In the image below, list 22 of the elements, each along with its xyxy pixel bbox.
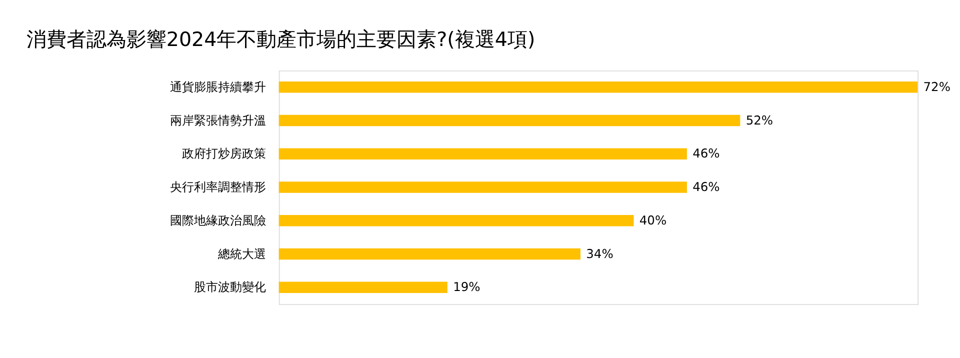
y-tick-label: 通貨膨脹持續攀升 xyxy=(170,80,266,94)
data-label: 40% xyxy=(639,213,667,228)
data-label: 72% xyxy=(923,80,950,94)
data-label: 52% xyxy=(746,113,774,128)
y-tick-label: 股市波動變化 xyxy=(194,280,266,294)
chart-title: 消費者認為影響2024年不動產市場的主要因素?(複選4項) xyxy=(26,28,536,51)
bar xyxy=(278,182,687,193)
data-label: 34% xyxy=(586,246,614,261)
bar xyxy=(278,282,448,294)
y-tick-label: 央行利率調整情形 xyxy=(170,180,266,194)
data-label: 46% xyxy=(692,180,720,194)
y-tick-label: 總統大選 xyxy=(217,246,266,261)
bar xyxy=(278,114,740,126)
y-tick-label: 國際地緣政治風險 xyxy=(170,213,266,228)
data-label: 46% xyxy=(692,146,720,161)
bar xyxy=(278,148,687,160)
bar xyxy=(278,81,918,93)
bar xyxy=(278,248,580,260)
y-tick-label: 政府打炒房政策 xyxy=(182,146,266,161)
y-tick-label: 兩岸緊張情勢升溫 xyxy=(170,113,266,128)
data-label: 19% xyxy=(453,280,480,294)
bar xyxy=(278,214,634,226)
